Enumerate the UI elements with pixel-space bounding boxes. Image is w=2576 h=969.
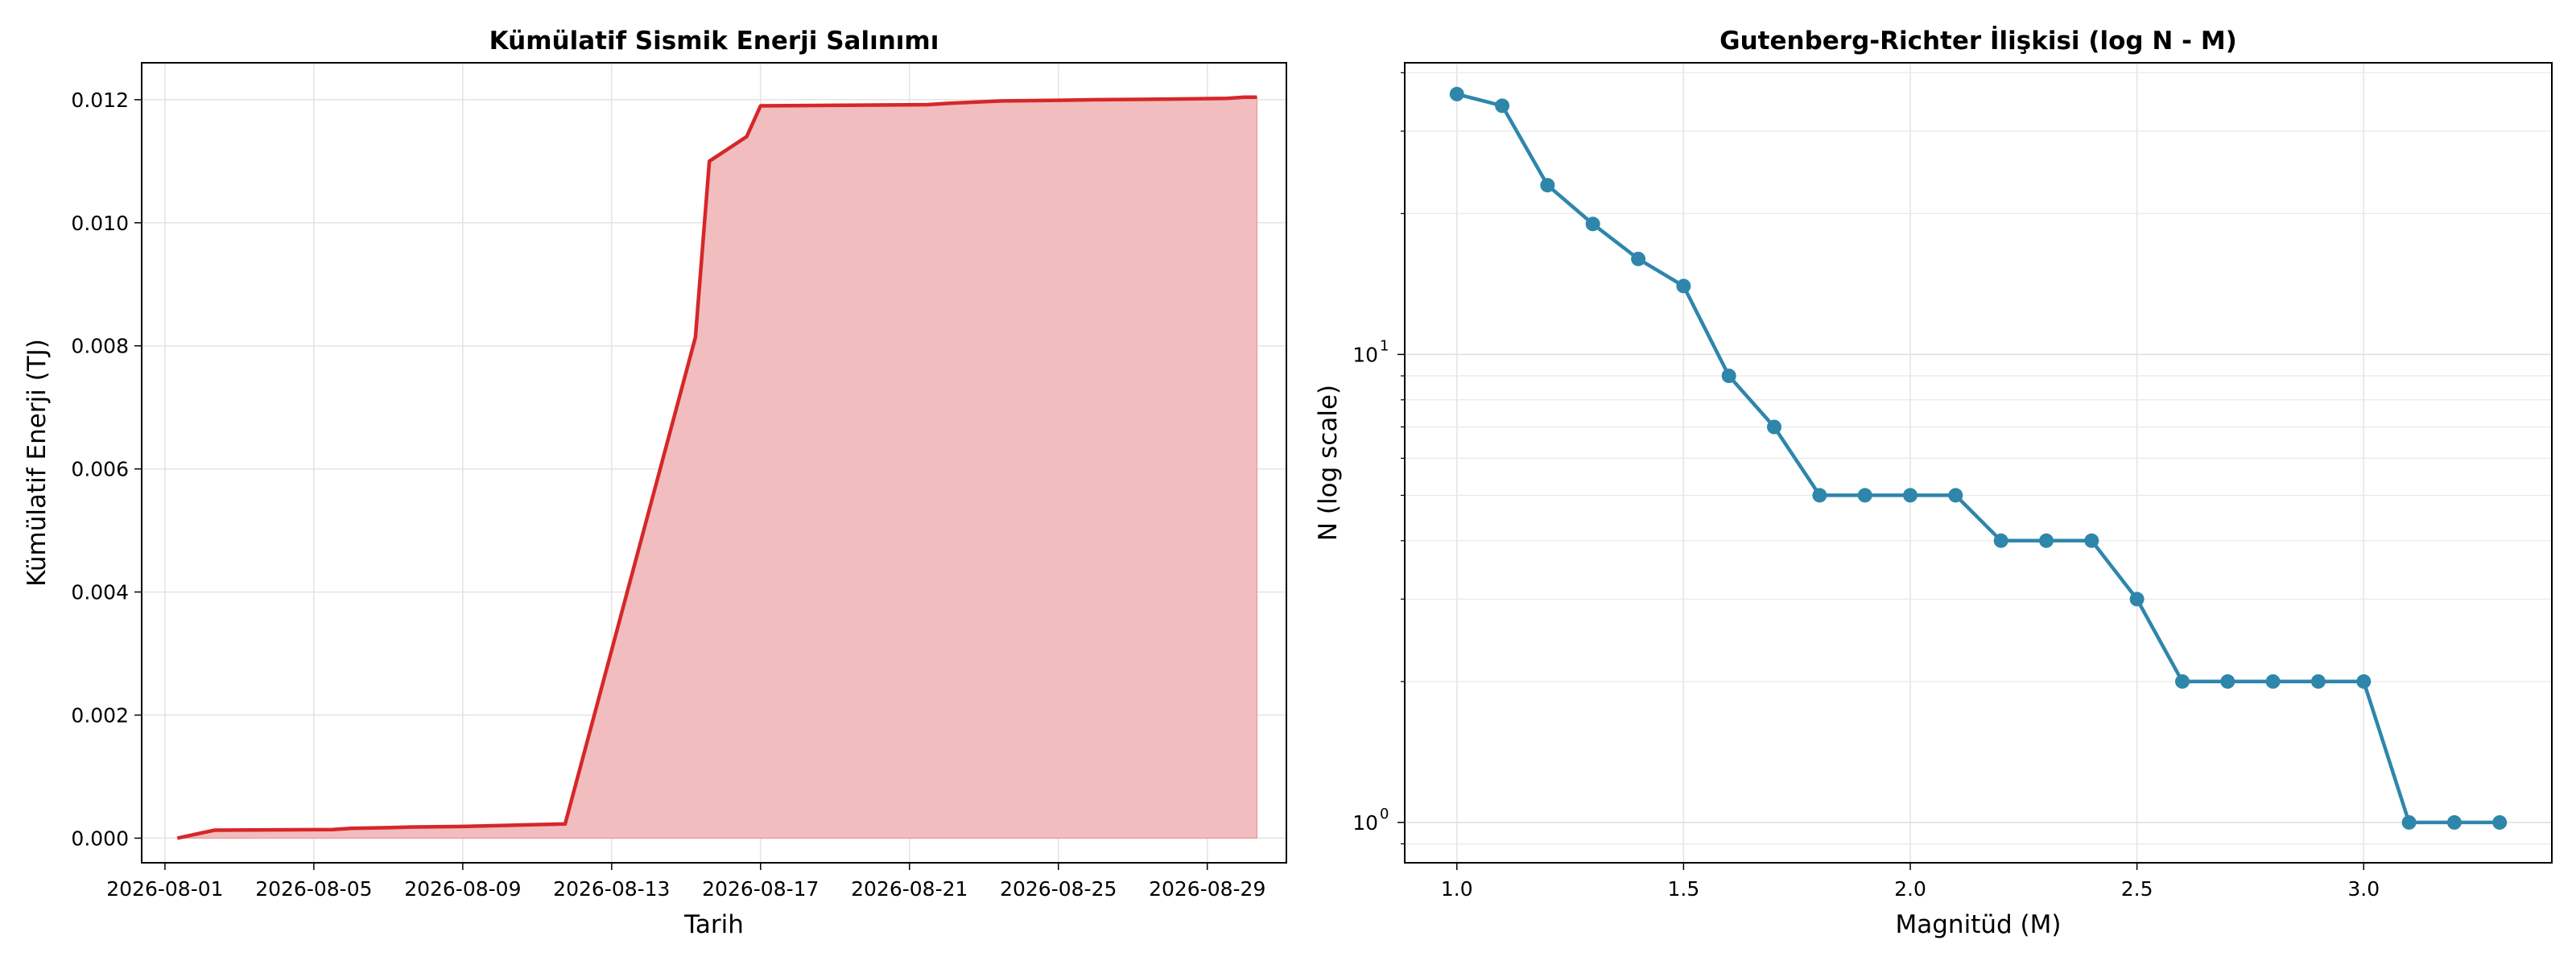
left-y-tick-label: 0.012 xyxy=(71,89,129,112)
right-x-tick-label: 2.5 xyxy=(2121,877,2153,901)
left-x-tick-label: 2026-08-25 xyxy=(1000,877,1117,901)
gr-point xyxy=(1857,488,1872,503)
gr-point xyxy=(2265,674,2281,689)
right-chart-title: Gutenberg-Richter İlişkisi (log N - M) xyxy=(1719,27,2237,56)
right-grid xyxy=(1405,63,2552,863)
left-x-tick-label: 2026-08-09 xyxy=(404,877,521,901)
right-marks xyxy=(1449,86,2508,830)
right-x-tick-label: 1.0 xyxy=(1441,877,1473,901)
left-x-axis-label: Tarih xyxy=(683,910,744,939)
gr-point xyxy=(1540,178,1555,193)
gr-line xyxy=(1456,92,2500,825)
right-x-axis-label: Magnitüd (M) xyxy=(1896,910,2062,939)
gr-point xyxy=(1903,488,1918,503)
right-x-tick-label: 3.0 xyxy=(2347,877,2380,901)
gr-point xyxy=(1631,251,1646,266)
left-y-tick-label: 0.000 xyxy=(71,827,129,850)
gr-point xyxy=(2039,533,2054,548)
gr-point xyxy=(2401,814,2417,830)
gr-point xyxy=(1585,216,1600,232)
gr-point xyxy=(2356,674,2372,689)
right-y-tick-exponent: 1 xyxy=(1380,337,1389,354)
gr-point xyxy=(1993,533,2008,548)
gr-point xyxy=(1495,98,1510,113)
energy-line xyxy=(176,95,1257,840)
gr-point xyxy=(1767,419,1781,435)
gr-point xyxy=(2310,674,2326,689)
right-y-tick-label: 10 xyxy=(1352,811,1378,835)
left-y-tick-label: 0.004 xyxy=(71,581,129,604)
left-x-tick-label: 2026-08-17 xyxy=(702,877,819,901)
gr-point xyxy=(2492,814,2508,830)
gr-point xyxy=(1449,86,1464,101)
left-y-tick-label: 0.008 xyxy=(71,335,129,358)
left-y-axis-label: Kümülatif Enerji (TJ) xyxy=(23,339,52,587)
left-ticks: 2026-08-01 2026-08-05 2026-08-09 2026-08-13… xyxy=(71,89,1265,901)
left-x-tick-label: 2026-08-05 xyxy=(255,877,372,901)
right-y-tick-exponent: 0 xyxy=(1380,806,1389,823)
left-x-tick-label: 2026-08-13 xyxy=(553,877,670,901)
left-y-tick-label: 0.002 xyxy=(71,703,129,727)
gr-point xyxy=(1721,369,1736,383)
gr-point xyxy=(2084,533,2099,548)
gr-point xyxy=(2175,674,2190,689)
gr-point xyxy=(1812,488,1827,503)
cumulative-energy-chart: 2026-08-01 2026-08-05 2026-08-09 2026-08-13… xyxy=(23,27,1287,939)
right-y-tick-label: 10 xyxy=(1352,343,1378,366)
left-x-tick-label: 2026-08-21 xyxy=(851,877,968,901)
left-marks xyxy=(176,95,1258,840)
left-x-tick-label: 2026-08-01 xyxy=(106,877,223,901)
left-y-tick-label: 0.006 xyxy=(71,458,129,481)
right-y-axis-label: N (log scale) xyxy=(1314,385,1343,541)
left-plot-frame xyxy=(141,62,1287,864)
gr-point xyxy=(1948,488,1963,503)
right-x-tick-label: 1.5 xyxy=(1668,877,1700,901)
right-plot-frame xyxy=(1404,62,2553,864)
gr-point xyxy=(1676,278,1691,294)
left-chart-title: Kümülatif Sismik Enerji Salınımı xyxy=(489,27,939,56)
right-x-tick-label: 2.0 xyxy=(1894,877,1926,901)
energy-area-fill xyxy=(177,97,1258,839)
left-y-tick-label: 0.010 xyxy=(71,212,129,235)
gr-point xyxy=(2220,674,2235,689)
gr-point xyxy=(2446,814,2462,830)
gr-point xyxy=(2129,592,2145,607)
left-x-tick-label: 2026-08-29 xyxy=(1149,877,1265,901)
